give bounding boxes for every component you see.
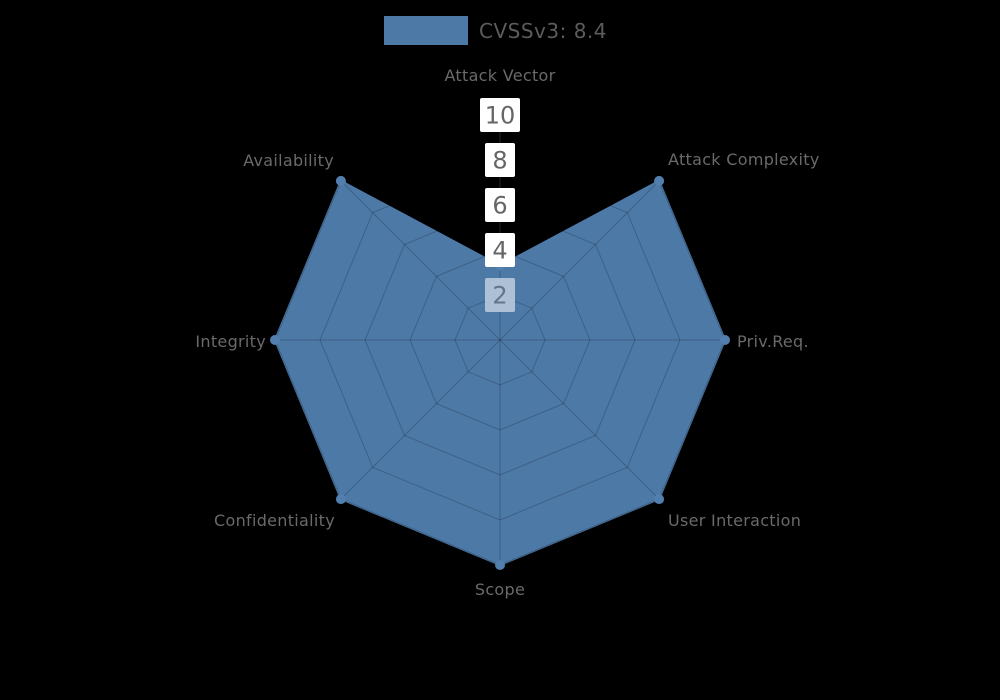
tick-label-box xyxy=(485,233,515,267)
data-point-marker xyxy=(335,494,346,505)
axis-label-attack-vector: Attack Vector xyxy=(444,66,555,85)
data-point-marker xyxy=(335,175,346,186)
tick-label-box xyxy=(485,278,515,312)
tick-label: 10 xyxy=(485,102,516,130)
axis-label-scope: Scope xyxy=(475,580,525,599)
axis-label-confidentiality: Confidentiality xyxy=(214,511,335,530)
axis-label-availability: Availability xyxy=(243,151,334,170)
data-point-marker xyxy=(654,175,665,186)
data-point-marker xyxy=(654,494,665,505)
data-point-marker xyxy=(495,560,505,570)
axis-label-integrity: Integrity xyxy=(195,332,266,351)
axis-label-user-interaction: User Interaction xyxy=(668,511,801,530)
grid-ring xyxy=(454,294,546,386)
data-point-marker xyxy=(270,335,280,345)
legend-item-cvssv3[interactable]: CVSSv3: 8.4 xyxy=(384,16,607,45)
axis-spoke xyxy=(340,180,501,341)
tick-label: 8 xyxy=(492,147,507,175)
tick-label-box xyxy=(480,98,520,132)
data-point-marker xyxy=(720,335,730,345)
legend-label: CVSSv3: 8.4 xyxy=(479,18,607,43)
legend-swatch xyxy=(384,16,468,45)
axis-spoke xyxy=(499,180,660,341)
axis-spoke xyxy=(499,339,660,500)
axis-label-priv-req: Priv.Req. xyxy=(737,332,809,351)
grid-ring xyxy=(409,249,591,431)
axis-label-attack-complexity: Attack Complexity xyxy=(668,150,820,169)
tick-label-box xyxy=(485,188,515,222)
grid-ring xyxy=(364,204,636,476)
tick-label: 2 xyxy=(492,282,507,310)
tick-label: 4 xyxy=(492,237,507,265)
axis-spoke xyxy=(340,339,501,500)
tick-label-box xyxy=(485,143,515,177)
grid-ring xyxy=(319,159,681,521)
tick-label: 6 xyxy=(492,192,507,220)
